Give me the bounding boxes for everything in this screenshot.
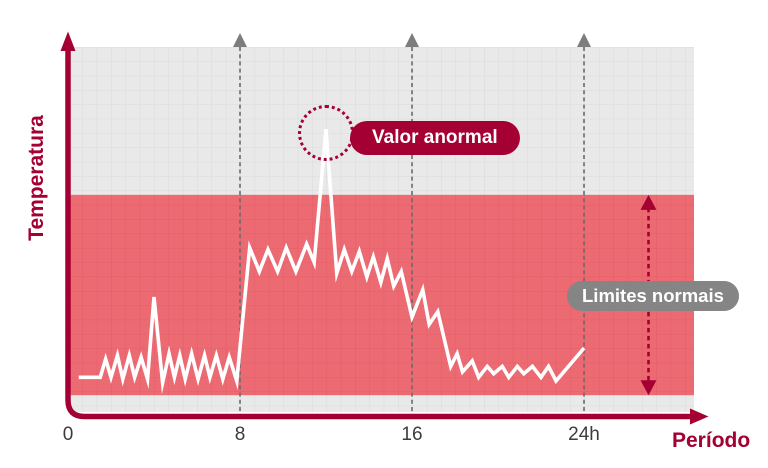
normal-limits-badge: Limites normais: [567, 281, 739, 311]
x-tick-label-16: 16: [401, 424, 423, 445]
x-axis-label: Período: [672, 429, 751, 452]
x-axis-arrow-icon: [690, 408, 709, 425]
range-arrow-up-icon: [640, 194, 657, 210]
abnormal-value-circle: [298, 105, 354, 162]
normal-range-arrow: [640, 194, 657, 396]
x-tick-label-0: 0: [62, 424, 74, 445]
abnormal-value-label: Valor anormal: [372, 127, 498, 148]
axis-lines: [65, 49, 695, 420]
range-arrow-down-icon: [640, 380, 657, 396]
x-tick-label-8: 8: [234, 424, 246, 445]
x-tick-label-24h: 24h: [568, 424, 600, 445]
temperature-line: [78, 128, 586, 395]
y-axis-label: Temperatura: [25, 115, 48, 241]
guide-arrowhead-icon: [405, 33, 419, 47]
guide-arrowhead-icon: [577, 33, 591, 47]
normal-limits-label: Limites normais: [582, 285, 724, 306]
y-axis-arrow-icon: [60, 31, 76, 51]
guide-arrowhead-icon: [233, 33, 247, 47]
abnormal-value-badge: Valor anormal: [350, 121, 520, 155]
